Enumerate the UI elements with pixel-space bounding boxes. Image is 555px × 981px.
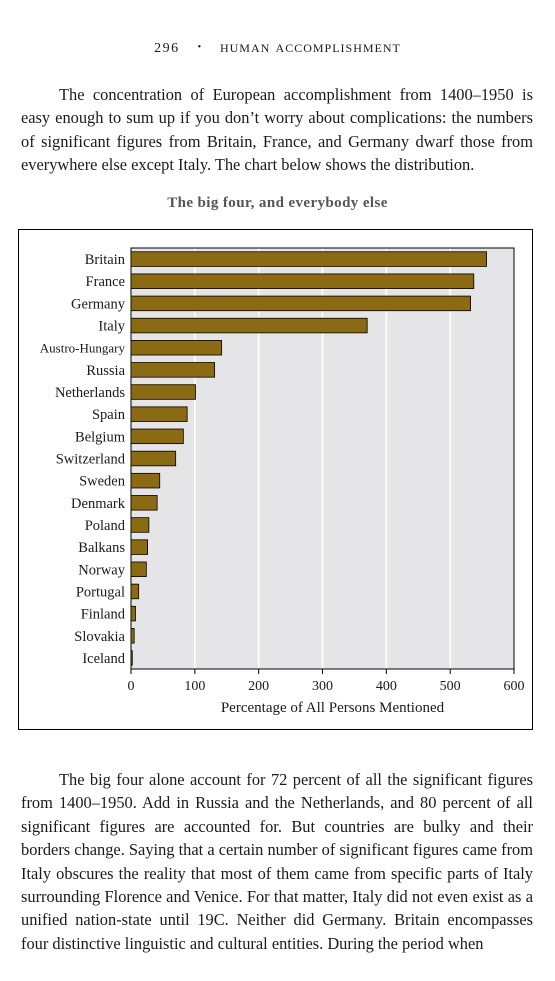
tick-label: 0	[128, 679, 135, 694]
category-label: Belgium	[75, 429, 126, 445]
category-label: Norway	[78, 562, 125, 578]
bar	[130, 539, 148, 555]
bar	[130, 495, 158, 511]
category-label: Poland	[85, 518, 126, 534]
category-label: France	[86, 274, 125, 290]
bar	[130, 517, 150, 533]
category-label: Britain	[85, 252, 126, 268]
category-label: Switzerland	[56, 452, 126, 468]
bar	[130, 561, 147, 578]
running-head: 296 • HUMAN ACCOMPLISHMENT	[0, 37, 555, 57]
category-label: Finland	[81, 607, 126, 623]
category-label: Spain	[92, 407, 126, 423]
bar	[130, 362, 216, 378]
category-label: Slovakia	[74, 629, 125, 645]
bar	[130, 295, 471, 312]
x-axis-label: Percentage of All Persons Mentioned	[221, 700, 445, 716]
chart-frame: Britain France Germany Italy Austro-Hungary R…	[18, 229, 533, 730]
tick-label: 300	[312, 679, 333, 694]
book-title: HUMAN ACCOMPLISHMENT	[219, 37, 401, 56]
category-label: Germany	[71, 296, 126, 312]
category-label: Balkans	[78, 540, 125, 556]
category-label: Italy	[98, 319, 125, 335]
category-label: Sweden	[79, 474, 126, 490]
header-separator: •	[197, 42, 202, 53]
bar	[130, 317, 368, 334]
bar	[130, 273, 475, 289]
bar	[130, 605, 136, 622]
tick-label: 500	[440, 679, 461, 694]
category-label: Iceland	[82, 651, 125, 667]
category-label: Russia	[86, 363, 125, 379]
bar	[130, 428, 184, 445]
tick-label: 600	[504, 679, 525, 694]
bar	[130, 650, 133, 666]
tick-label: 100	[184, 679, 205, 694]
body-paragraph-1: The concentration of European accomplish…	[21, 85, 533, 175]
chart-title: The big four, and everybody else	[167, 195, 388, 211]
category-label: Denmark	[71, 496, 126, 512]
bar	[130, 450, 177, 467]
category-label: Austro-Hungary	[40, 341, 126, 356]
bar	[130, 339, 223, 356]
tick-label: 400	[376, 679, 397, 694]
bar	[130, 472, 161, 489]
body-paragraph-2: The big four alone account for 72 percen…	[21, 770, 533, 953]
bar	[130, 628, 135, 644]
category-label: Netherlands	[55, 385, 125, 401]
bar	[130, 406, 188, 422]
category-label: Portugal	[76, 584, 125, 600]
page-number: 296	[154, 41, 180, 56]
bar-chart: Britain France Germany Italy Austro-Hungary R…	[40, 247, 525, 716]
tick-label: 200	[248, 679, 269, 694]
bar	[130, 384, 196, 400]
bar	[130, 251, 487, 267]
bar	[130, 583, 140, 600]
